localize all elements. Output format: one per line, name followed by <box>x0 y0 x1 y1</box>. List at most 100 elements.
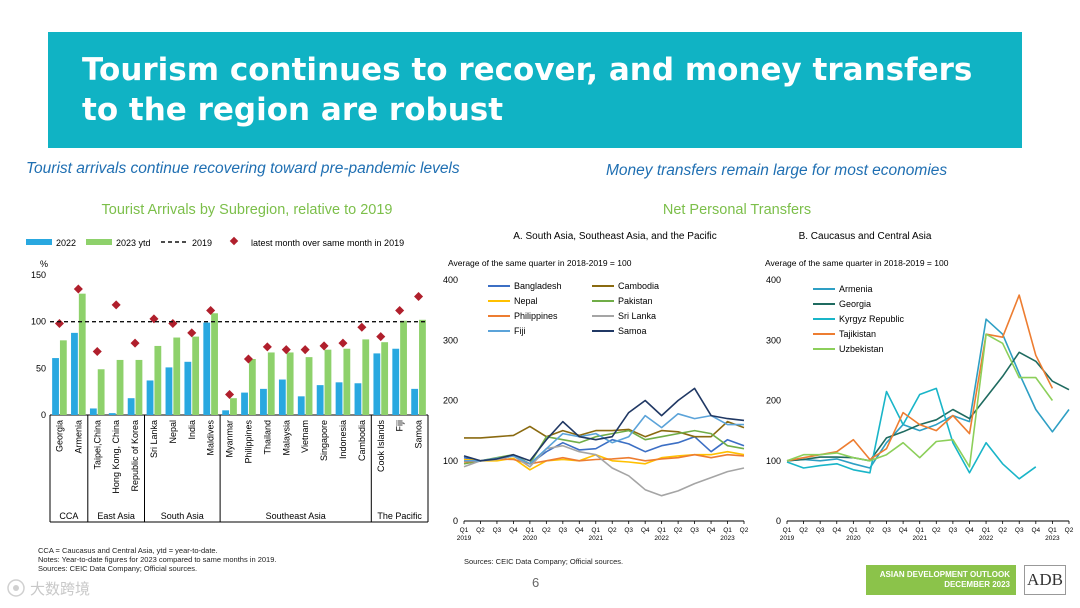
line-y-tick-label: 200 <box>443 396 458 406</box>
bar-2022 <box>165 367 173 415</box>
group-label: East Asia <box>97 511 135 521</box>
line-x-tick-label: Q3 <box>1015 527 1024 534</box>
title-banner: Tourism continues to recover, and money … <box>48 32 1022 148</box>
legend-label: Cambodia <box>618 281 659 291</box>
bar-2022 <box>89 408 97 415</box>
bar-category-label: Maldives <box>206 420 216 456</box>
bar-2022 <box>297 396 305 415</box>
bar-2023-ytd <box>381 342 389 415</box>
bar-2023-ytd <box>211 313 218 415</box>
bar-category-label: Malaysia <box>281 420 291 456</box>
line-x-tick-label: Q3 <box>558 527 567 534</box>
series-line <box>786 318 1070 469</box>
bar-y-unit: % <box>40 259 48 269</box>
legend-label: Nepal <box>514 296 538 306</box>
bar-category-label: Thailand <box>262 420 272 455</box>
bar-2023-ytd <box>267 352 275 415</box>
legend-marker-latest <box>229 236 239 246</box>
bar-chart-title: Tourist Arrivals by Subregion, relative … <box>101 202 393 218</box>
bar-2023-ytd <box>192 336 200 415</box>
line-year-label: 2022 <box>654 535 669 542</box>
line-x-tick-label: Q4 <box>707 527 716 534</box>
slide-title: Tourism continues to recover, and money … <box>82 52 973 128</box>
adb-outlook-line1: ASIAN DEVELOPMENT OUTLOOK <box>879 570 1010 579</box>
line-x-tick-label: Q2 <box>542 527 551 534</box>
line-y-tick-label: 300 <box>443 335 458 345</box>
latest-month-marker <box>54 319 64 329</box>
latest-month-marker <box>168 319 178 329</box>
bar-2022 <box>354 383 362 415</box>
transfers-chart-b: B. Caucasus and Central Asia Average of t… <box>765 231 1074 542</box>
line-y-tick-label: 100 <box>766 456 781 466</box>
legend-label: Georgia <box>839 299 871 309</box>
line-y-tick-label: 100 <box>443 456 458 466</box>
bar-category-label: Philippines <box>243 420 253 464</box>
line-x-tick-label: Q1 <box>783 527 792 534</box>
bar-2022 <box>335 382 343 415</box>
line-x-tick-label: Q3 <box>690 527 699 534</box>
line-x-tick-label: Q2 <box>799 527 808 534</box>
line-y-tick-label: 400 <box>443 275 458 285</box>
bar-category-label: India <box>187 420 197 440</box>
line-x-tick-label: Q4 <box>509 527 518 534</box>
latest-month-marker <box>187 328 197 338</box>
line-x-tick-label: Q2 <box>866 527 875 534</box>
legend-label-2019: 2019 <box>192 238 212 248</box>
bar-category-label: Republic of Korea <box>130 420 140 492</box>
latest-month-marker <box>92 347 102 357</box>
line-y-tick-label: 200 <box>766 396 781 406</box>
line-x-tick-label: Q1 <box>982 527 991 534</box>
bar-category-label: Samoa <box>414 420 424 449</box>
bar-2022 <box>278 379 286 415</box>
bar-category-label: Indonesia <box>338 420 348 459</box>
bar-category-label: Vietnam <box>300 420 310 453</box>
line-x-tick-label: Q3 <box>882 527 891 534</box>
bar-2022 <box>373 353 381 415</box>
watermark-icon <box>7 579 25 597</box>
line-x-tick-label: Q3 <box>949 527 958 534</box>
series-line <box>463 387 745 462</box>
bar-category-label: Taipei,China <box>92 420 102 470</box>
line-year-label: 2023 <box>1045 535 1060 542</box>
line-x-tick-label: Q4 <box>1031 527 1040 534</box>
series-line <box>464 420 745 439</box>
legend-label-2022: 2022 <box>56 238 76 248</box>
line-y-tick-label: 0 <box>453 516 458 526</box>
line-x-tick-label: Q3 <box>624 527 633 534</box>
legend-label-latest: latest month over same month in 2019 <box>251 238 404 248</box>
line-x-tick-label: Q4 <box>832 527 841 534</box>
group-label: The Pacific <box>377 511 422 521</box>
bar-2023-ytd <box>286 352 294 415</box>
bar-2023-ytd <box>154 345 162 415</box>
note-line-2: Notes: Year-to-date figures for 2023 com… <box>38 555 277 564</box>
bar-y-tick-label: 100 <box>31 317 46 327</box>
left-subtitle: Tourist arrivals continue recovering tow… <box>26 160 460 177</box>
note-line-1: CCA = Caucasus and Central Asia, ytd = y… <box>38 546 218 555</box>
bar-2022 <box>241 392 248 415</box>
tourist-arrivals-chart: 2022 2023 ytd 2019 latest month over same m… <box>26 236 429 523</box>
bar-2023-ytd <box>305 357 313 415</box>
latest-month-marker <box>357 322 367 332</box>
bar-y-tick-label: 50 <box>36 363 46 373</box>
bar-2022 <box>108 413 116 415</box>
transfers-title: Net Personal Transfers <box>662 202 812 218</box>
line-x-tick-label: Q4 <box>575 527 584 534</box>
latest-month-marker <box>225 389 235 399</box>
line-chart-title: A. South Asia, Southeast Asia, and the P… <box>513 231 716 242</box>
line-x-tick-label: Q2 <box>998 527 1007 534</box>
latest-month-marker <box>300 345 310 355</box>
line-year-label: 2019 <box>457 535 472 542</box>
line-year-label: 2023 <box>720 535 735 542</box>
adb-outlook-box: ASIAN DEVELOPMENT OUTLOOK DECEMBER 2023 <box>866 565 1016 595</box>
latest-month-marker <box>130 338 140 348</box>
line-x-tick-label: Q4 <box>965 527 974 534</box>
bar-category-label: Hong Kong, China <box>111 420 121 494</box>
line-x-tick-label: Q1 <box>723 527 732 534</box>
bar-category-label: Cambodia <box>357 420 367 461</box>
latest-month-marker <box>376 332 386 342</box>
bar-2022 <box>127 398 135 415</box>
legend-label: Kyrgyz Republic <box>839 314 905 324</box>
bar-2023-ytd <box>135 359 143 415</box>
bar-2023-ytd <box>343 348 351 415</box>
latest-month-marker <box>338 338 348 348</box>
